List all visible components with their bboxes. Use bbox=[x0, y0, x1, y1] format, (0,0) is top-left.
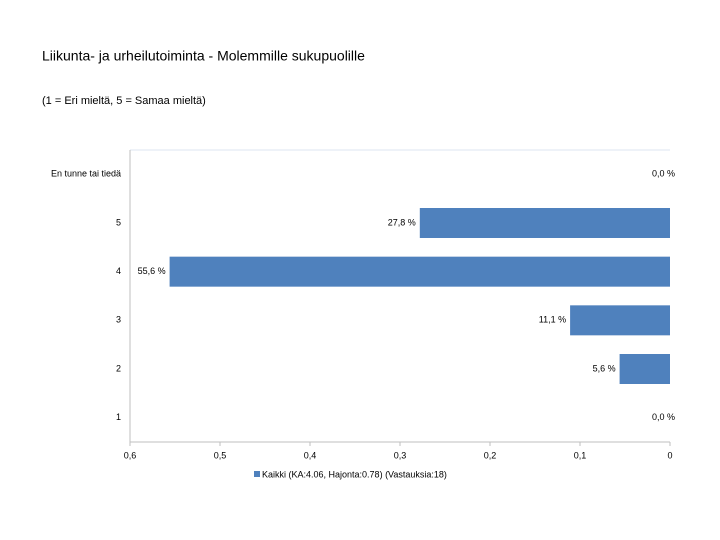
value-label: 0,0 % bbox=[652, 169, 675, 179]
x-tick-label: 0,2 bbox=[484, 450, 497, 460]
legend-label: Kaikki (KA:4.06, Hajonta:0.78) (Vastauks… bbox=[262, 469, 447, 479]
chart-title: Liikunta- ja urheilutoiminta - Molemmill… bbox=[42, 48, 365, 64]
value-label: 55,6 % bbox=[138, 266, 166, 276]
legend-swatch bbox=[254, 471, 260, 477]
x-tick-label: 0 bbox=[667, 450, 672, 460]
y-tick-label: 4 bbox=[116, 266, 121, 276]
x-tick-label: 0,1 bbox=[574, 450, 587, 460]
bar bbox=[570, 305, 670, 336]
x-tick-label: 0,4 bbox=[304, 450, 317, 460]
value-label: 27,8 % bbox=[388, 217, 416, 227]
value-label: 0,0 % bbox=[652, 412, 675, 422]
y-tick-label: En tunne tai tiedä bbox=[51, 169, 121, 179]
bar bbox=[169, 256, 670, 287]
value-label: 5,6 % bbox=[593, 363, 616, 373]
value-label: 11,1 % bbox=[539, 315, 566, 325]
y-tick-label: 5 bbox=[116, 217, 121, 227]
bar bbox=[419, 208, 670, 238]
y-tick-label: 1 bbox=[116, 412, 121, 422]
y-tick-label: 2 bbox=[116, 363, 121, 373]
y-tick-label: 3 bbox=[116, 315, 121, 325]
x-tick-label: 0,3 bbox=[394, 450, 407, 460]
chart-subtitle: (1 = Eri mieltä, 5 = Samaa mieltä) bbox=[42, 95, 206, 107]
bar bbox=[619, 354, 670, 384]
x-tick-label: 0,5 bbox=[214, 450, 227, 460]
x-tick-label: 0,6 bbox=[124, 450, 137, 460]
